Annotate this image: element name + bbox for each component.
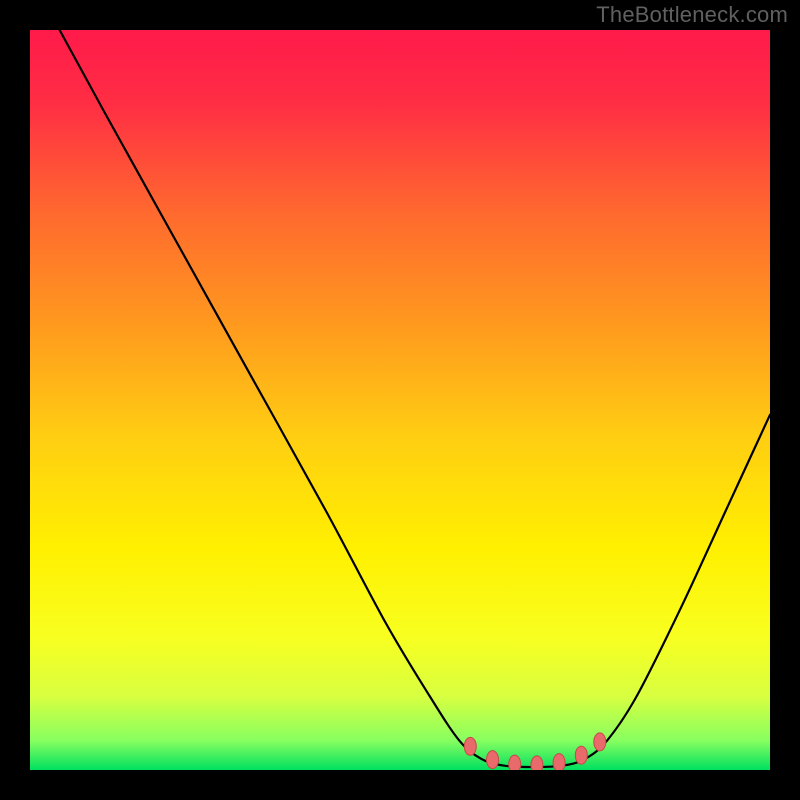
optimal-range-marker [464, 737, 476, 755]
optimal-range-marker [487, 751, 499, 769]
plot-area [30, 30, 770, 770]
optimal-range-marker [553, 754, 565, 770]
optimal-range-marker [594, 733, 606, 751]
optimal-range-marker [575, 746, 587, 764]
optimal-range-marker [531, 756, 543, 770]
watermark-text: TheBottleneck.com [596, 2, 788, 28]
figure-container: TheBottleneck.com [0, 0, 800, 800]
gradient-background [30, 30, 770, 770]
bottleneck-curve-chart [30, 30, 770, 770]
optimal-range-marker [509, 755, 521, 770]
